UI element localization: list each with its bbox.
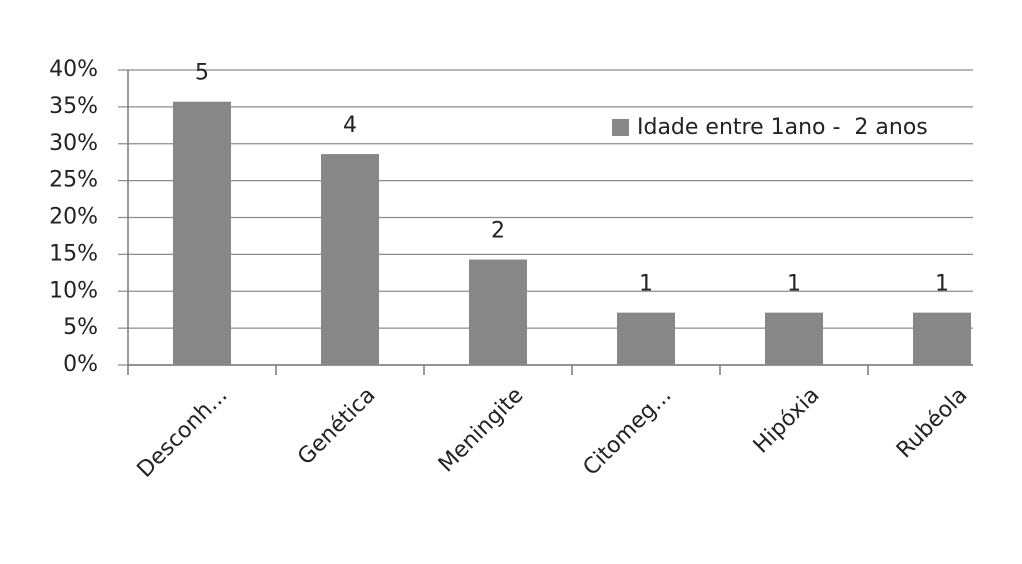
bar (321, 154, 379, 365)
bar (765, 312, 823, 365)
y-tick-label: 20% (49, 205, 98, 230)
x-tick-label: Meningite (434, 383, 529, 478)
x-tick-label: Genética (293, 383, 380, 470)
y-tick-label: 5% (63, 315, 98, 340)
y-tick-label: 40% (49, 57, 98, 82)
y-tick-label: 10% (49, 278, 98, 303)
data-label: 2 (491, 219, 505, 244)
y-tick-label: 15% (49, 241, 98, 266)
y-tick-label: 35% (49, 94, 98, 119)
x-tick-label: Citomeg... (579, 383, 677, 481)
legend-label: Idade entre 1ano - 2 anos (637, 115, 928, 140)
bar (913, 312, 971, 365)
y-tick-label: 25% (49, 168, 98, 193)
data-label: 1 (639, 272, 653, 297)
data-label: 5 (195, 61, 209, 86)
data-label: 1 (787, 272, 801, 297)
bar (173, 101, 231, 366)
x-tick-label: Rubéola (892, 383, 972, 463)
data-label: 4 (343, 113, 357, 138)
bar (617, 312, 675, 365)
bar (469, 259, 527, 365)
x-tick-label: Hipóxia (749, 383, 825, 459)
legend-swatch (612, 119, 629, 136)
y-tick-label: 30% (49, 131, 98, 156)
data-label: 1 (935, 272, 949, 297)
x-tick-label: Desconh... (133, 383, 233, 483)
y-tick-label: 0% (63, 352, 98, 377)
